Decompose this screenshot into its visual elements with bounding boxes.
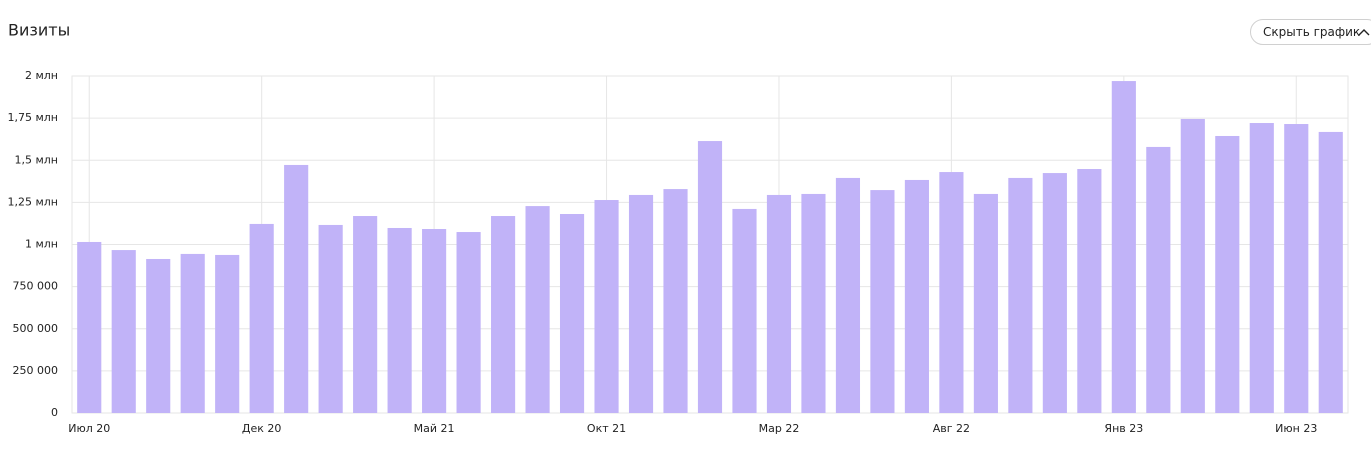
- y-tick-label: 1,5 млн: [14, 153, 58, 166]
- y-tick-label: 750 000: [13, 280, 59, 293]
- bar: [422, 228, 447, 413]
- x-tick-label: Дек 20: [242, 422, 282, 435]
- x-tick-label: Окт 21: [587, 422, 626, 435]
- bar: [1215, 135, 1240, 413]
- chart-title: Визиты: [8, 21, 70, 40]
- bar: [525, 206, 550, 413]
- chevron-icon: [1358, 29, 1370, 36]
- bar: [904, 179, 929, 413]
- bar: [697, 141, 723, 413]
- y-tick-label: 1,25 млн: [7, 195, 58, 208]
- bar: [594, 200, 619, 413]
- bar: [146, 258, 171, 413]
- x-tick-label: Май 21: [414, 422, 455, 435]
- y-tick-label: 2 млн: [25, 69, 58, 82]
- bar: [1008, 177, 1033, 413]
- bar: [491, 216, 516, 413]
- bar: [939, 172, 964, 413]
- y-tick-label: 0: [51, 406, 58, 419]
- x-tick-label: Янв 23: [1104, 422, 1143, 435]
- bar: [1180, 118, 1205, 413]
- y-tick-label: 1,75 млн: [7, 111, 58, 124]
- bar: [663, 189, 688, 413]
- y-tick-label: 500 000: [13, 322, 59, 335]
- bar: [1318, 131, 1343, 413]
- bar: [1284, 124, 1309, 414]
- bar: [628, 194, 654, 413]
- bar: [387, 227, 412, 413]
- bar: [318, 224, 343, 413]
- bar: [870, 190, 895, 413]
- bar: [180, 253, 205, 413]
- bar: [1042, 173, 1067, 413]
- bar: [249, 223, 274, 413]
- bar: [1249, 123, 1274, 413]
- x-tick-label: Мар 22: [759, 422, 800, 435]
- bar: [732, 208, 757, 413]
- x-tick-label: Авг 22: [933, 422, 970, 435]
- bar: [1077, 169, 1102, 413]
- y-tick-label: 1 млн: [25, 238, 58, 251]
- bar: [801, 193, 826, 413]
- bar: [1111, 81, 1136, 414]
- x-tick-label: Июл 20: [68, 422, 110, 435]
- bar: [766, 194, 792, 413]
- bar: [559, 214, 585, 413]
- bar: [353, 216, 378, 413]
- button-label: Скрыть график: [1263, 25, 1361, 39]
- bar: [835, 177, 861, 413]
- bar: [973, 193, 998, 413]
- bar: [284, 164, 309, 413]
- toggle-chart-button[interactable]: Скрыть график: [1250, 19, 1371, 45]
- bar: [215, 254, 240, 413]
- bar: [111, 250, 136, 413]
- bar: [456, 232, 481, 413]
- bar: [1146, 146, 1171, 413]
- y-tick-label: 250 000: [13, 364, 59, 377]
- x-tick-label: Июн 23: [1275, 422, 1317, 435]
- bar: [77, 241, 102, 413]
